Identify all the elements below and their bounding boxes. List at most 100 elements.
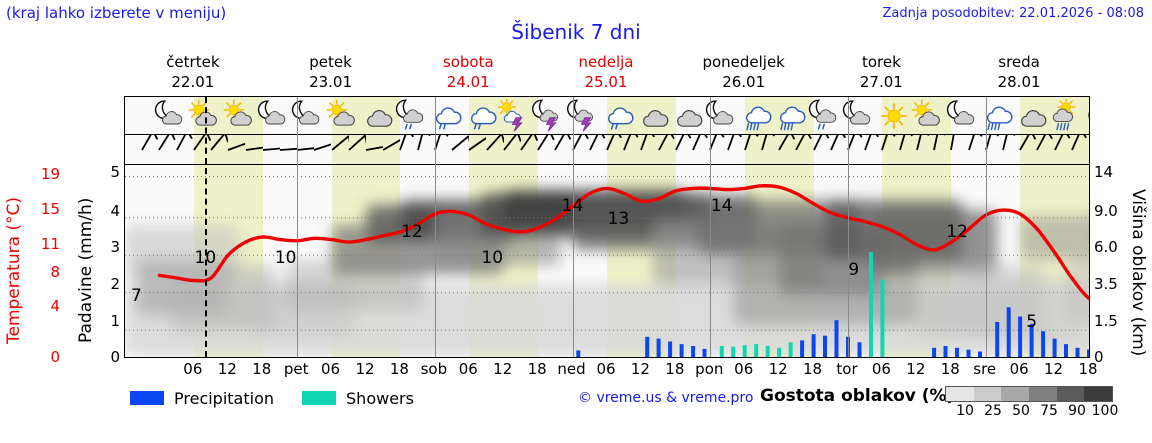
x-tick-pon-15: pon (695, 360, 724, 378)
moon-cloud-icon (705, 99, 739, 133)
moon-cloud-icon (946, 99, 980, 133)
meteogram-plot[interactable]: 7101012101413149125128139 (124, 96, 1090, 358)
day-separator-1 (297, 97, 299, 357)
day-name: torek (861, 53, 901, 71)
x-tick-12-5: 12 (355, 360, 375, 378)
precipitation-tick-3: 3 (110, 238, 120, 256)
density-tick-25: 25 (984, 403, 1002, 419)
x-tick-12-17: 12 (768, 360, 788, 378)
day-header-strip: četrtek 22.01 petek 23.01 sobota 24.01 nedelja… (124, 52, 1090, 94)
temperature-label-14: 14 (710, 196, 733, 217)
cloud-drizzle-icon (464, 99, 498, 133)
day-separator-5 (848, 97, 849, 357)
cloud-density-colorbar (945, 386, 1113, 402)
day-name: nedelja (578, 53, 634, 71)
day-separator-4 (710, 97, 712, 357)
temperature-label-12: 12 (401, 221, 423, 242)
x-tick-12-1: 12 (217, 360, 237, 378)
x-tick-06-0: 06 (183, 360, 203, 378)
precipitation-legend: Precipitation Showers (130, 386, 414, 410)
temperature-label-13: 13 (607, 209, 630, 230)
density-tick-10: 10 (956, 403, 974, 419)
temperature-tick-15: 15 (40, 200, 60, 218)
weather-icon-row (125, 97, 1089, 135)
cloud-tick-6.0: 6.0 (1094, 238, 1118, 256)
cloud-icon (1014, 99, 1048, 133)
day-date: 24.01 (446, 73, 490, 91)
x-tick-06-16: 06 (734, 360, 754, 378)
temperature-label-14: 14 (561, 196, 584, 217)
graph-svg (125, 176, 1089, 357)
location-menu-hint: (kraj lahko izberete v meniju) (6, 4, 227, 22)
day-header-4: nedelja 25.01 (537, 52, 675, 94)
precipitation-tick-0: 0 (110, 348, 120, 366)
sun-cloud-icon (326, 99, 360, 133)
day-date: 25.01 (584, 73, 628, 91)
day-date: 26.01 (722, 73, 766, 91)
x-tick-18-10: 18 (527, 360, 547, 378)
moon-cloud-drizzle-icon (395, 99, 429, 133)
cloud-density-title: Gostota oblakov (%) (760, 386, 955, 406)
day-header-7: sreda 28.01 (950, 52, 1088, 94)
density-tick-90: 90 (1068, 403, 1086, 419)
sun-cloud-rain-icon (1049, 97, 1083, 133)
precipitation-tick-2: 2 (110, 275, 120, 293)
precipitation-tick-5: 5 (110, 163, 120, 181)
showers-swatch (302, 391, 337, 405)
x-tick-tor-19: tor (836, 360, 858, 378)
day-header-1: četrtek 22.01 (124, 52, 262, 94)
day-header-6: torek 27.01 (813, 52, 951, 94)
x-tick-ned-11: ned (557, 360, 586, 378)
wind-barb (487, 132, 522, 165)
temperature-tick-11: 11 (40, 235, 60, 253)
x-tick-sob-7: sob (420, 360, 448, 378)
moon-cloud-icon (291, 99, 325, 133)
temperature-tick-8: 8 (50, 263, 60, 281)
x-tick-06-24: 06 (1009, 360, 1029, 378)
gridlines (125, 176, 1089, 331)
current-time-line (205, 97, 208, 357)
day-date: 22.01 (171, 73, 215, 91)
temperature-label-10: 10 (194, 247, 217, 268)
cloud-icon (636, 99, 670, 133)
showers-legend-label: Showers (346, 388, 414, 408)
density-step-25 (973, 387, 1002, 401)
precipitation-swatch (130, 391, 164, 405)
wind-barb (194, 132, 230, 165)
cloud-icon (670, 99, 704, 133)
day-separator-6 (985, 97, 987, 357)
x-tick-12-13: 12 (630, 360, 650, 378)
wind-barb (1055, 129, 1089, 165)
day-date: 27.01 (859, 73, 903, 91)
temperature-label-9: 9 (848, 260, 860, 281)
temperature-label-10: 10 (481, 247, 504, 268)
precipitation-bars (576, 252, 1089, 357)
cloud-height-axis-title: Višina oblakov (km) (1128, 189, 1148, 357)
precipitation-legend-label: Precipitation (174, 388, 275, 408)
cloud-density-tick-labels: 10 25 50 75 90 100 (941, 403, 1121, 421)
x-tick-18-6: 18 (389, 360, 409, 378)
density-step-90 (1056, 387, 1085, 401)
wind-barb (470, 133, 505, 165)
x-axis-tick-labels: 06 12 18 pet 06 12 18 sob 06 12 18 ned 06 12 18 pon 06 12… (124, 360, 1097, 380)
page-title: Šibenik 7 dni (511, 20, 641, 44)
density-tick-50: 50 (1012, 403, 1030, 419)
x-tick-12-21: 12 (906, 360, 926, 378)
temperature-label-7: 7 (131, 285, 142, 306)
day-separator-3 (572, 97, 574, 357)
day-name: sreda (998, 53, 1040, 71)
sun-cloud-thunder-icon (497, 97, 532, 133)
copyright-link[interactable]: © vreme.us & vreme.pro (578, 390, 754, 406)
sun-cloud-icon (911, 99, 945, 133)
x-tick-06-12: 06 (596, 360, 616, 378)
day-header-3: sobota 24.01 (399, 52, 537, 94)
cloud-tick-9.0: 9.0 (1094, 202, 1118, 220)
x-tick-pet-3: pet (283, 360, 309, 378)
last-updated: Zadnja posodobitev: 22.01.2026 - 08:08 (882, 6, 1144, 21)
x-tick-06-8: 06 (458, 360, 478, 378)
x-tick-sre-23: sre (973, 360, 997, 378)
sun-icon (877, 99, 911, 133)
x-tick-06-4: 06 (321, 360, 341, 378)
temperature-tick-4: 4 (50, 297, 60, 315)
cloud-icon (360, 99, 394, 133)
